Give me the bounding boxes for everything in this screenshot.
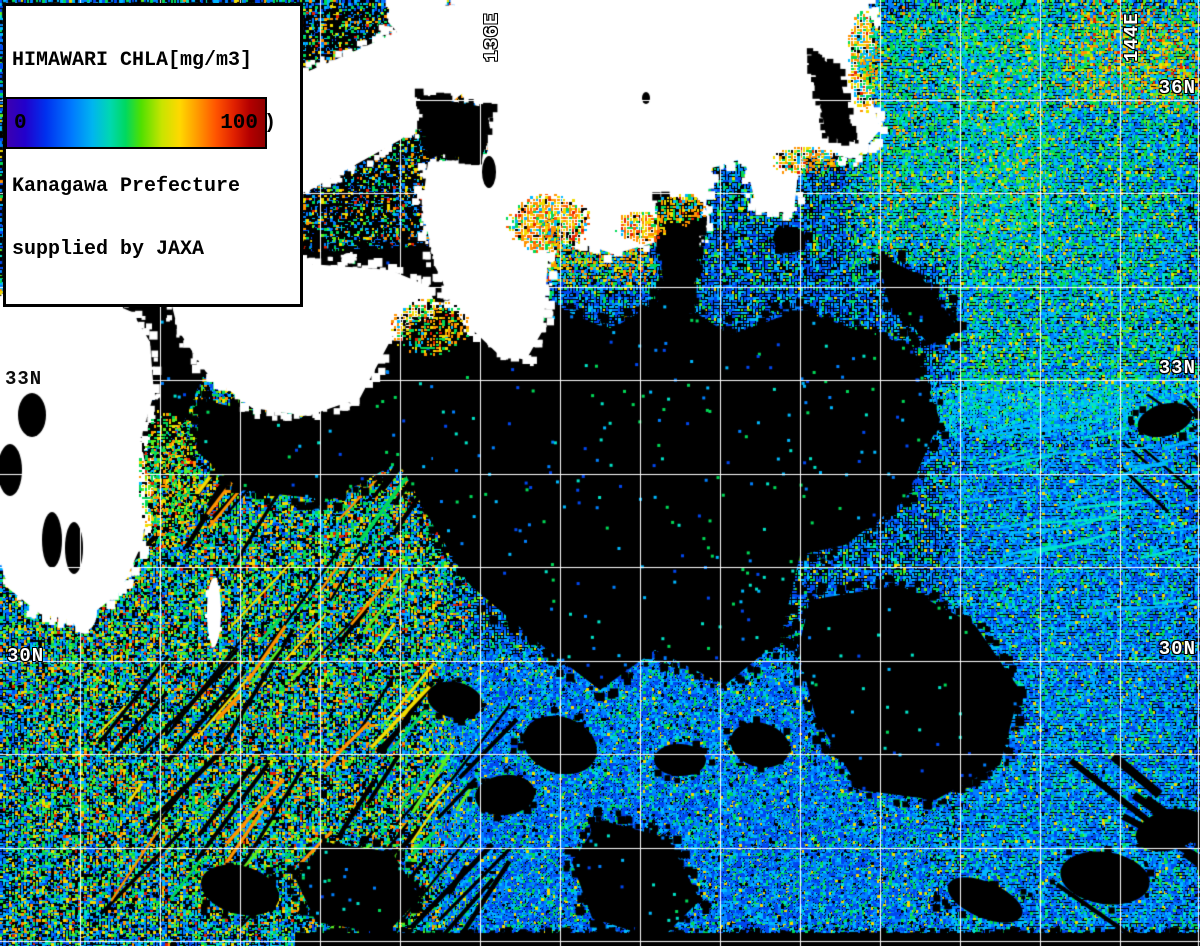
grid-label-33n-left: 33N — [5, 368, 43, 390]
colorbar-legend: 0 100 — [5, 97, 267, 149]
grid-label-144e: 144E — [1121, 12, 1143, 62]
grid-label-30n-right: 30N — [1158, 638, 1196, 660]
title-region: Kanagawa Prefecture — [12, 175, 241, 198]
grid-label-36n-right: 36N — [1158, 77, 1196, 99]
grid-label-30n-left: 30N — [7, 645, 45, 667]
title-box: HIMAWARI CHLA[mg/m3] 2026/04/08 22:00 (U… — [3, 3, 303, 307]
grid-label-33n-right: 33N — [1158, 357, 1196, 379]
grid-label-136e: 136E — [481, 12, 503, 62]
colorbar-min-label: 0 — [14, 111, 27, 135]
title-credit: supplied by JAXA — [12, 238, 205, 261]
colorbar-max-label: 100 — [220, 111, 258, 135]
title-product: HIMAWARI CHLA[mg/m3] — [12, 49, 253, 72]
